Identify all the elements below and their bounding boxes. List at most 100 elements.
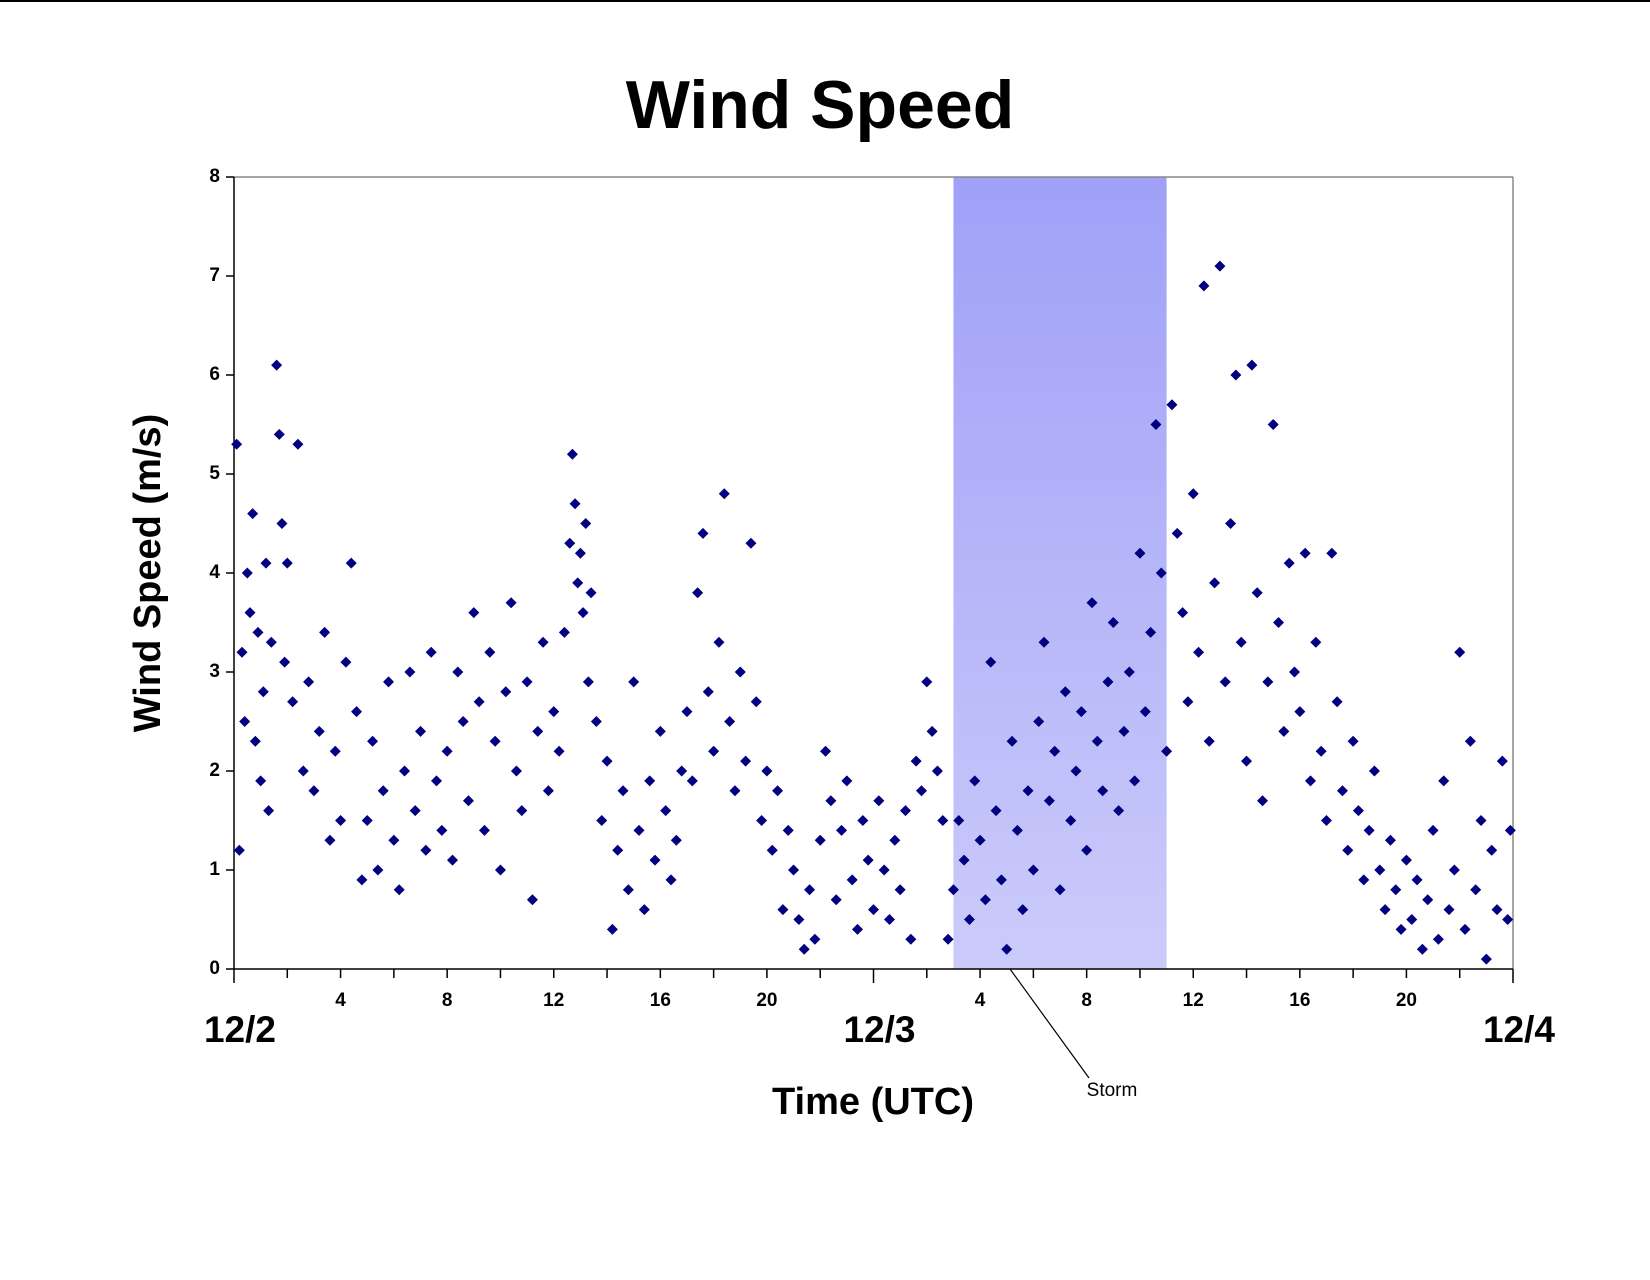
point xyxy=(766,844,778,856)
point xyxy=(1011,824,1023,836)
point xyxy=(1406,914,1418,925)
point xyxy=(820,745,832,757)
point xyxy=(1278,725,1290,737)
point xyxy=(351,706,363,718)
point xyxy=(782,824,794,836)
point xyxy=(1262,676,1274,688)
point xyxy=(1336,785,1348,797)
point xyxy=(1432,933,1444,945)
x-tick-label: 4 xyxy=(975,990,986,1011)
point xyxy=(1257,795,1269,807)
point xyxy=(436,824,448,836)
point xyxy=(542,785,554,797)
point xyxy=(633,824,645,836)
point xyxy=(628,676,640,688)
x-tick-label: 16 xyxy=(650,990,671,1011)
y-tick-label: 2 xyxy=(209,760,220,781)
x-tick-label: 20 xyxy=(1396,990,1417,1011)
point xyxy=(566,448,578,460)
annotation-leader xyxy=(1009,968,1090,1079)
point xyxy=(452,666,464,678)
point xyxy=(809,933,821,945)
point xyxy=(548,706,560,718)
point xyxy=(425,646,437,658)
point xyxy=(745,537,757,549)
point xyxy=(665,874,677,886)
point xyxy=(692,587,704,599)
point xyxy=(676,765,688,777)
y-tick-label: 5 xyxy=(209,463,220,484)
point xyxy=(1475,815,1487,826)
point xyxy=(393,884,405,896)
point xyxy=(1230,369,1242,381)
point xyxy=(345,557,357,569)
point xyxy=(1502,914,1514,925)
point xyxy=(473,696,485,708)
y-tick-label: 0 xyxy=(209,958,220,979)
point xyxy=(995,874,1007,886)
point xyxy=(1422,894,1434,906)
point xyxy=(1006,735,1018,747)
point xyxy=(340,656,352,668)
point xyxy=(1054,884,1066,896)
point xyxy=(335,815,347,826)
point xyxy=(574,547,586,559)
point xyxy=(953,815,965,826)
point xyxy=(367,735,379,747)
point xyxy=(937,815,949,826)
point xyxy=(388,834,400,846)
point xyxy=(1097,785,1109,797)
point xyxy=(377,785,389,797)
point xyxy=(1283,557,1295,569)
point xyxy=(569,498,581,510)
point xyxy=(252,626,264,638)
point xyxy=(279,656,291,668)
y-tick-label: 8 xyxy=(209,166,220,187)
point xyxy=(761,765,773,777)
y-tick-label: 3 xyxy=(209,661,220,682)
point xyxy=(1219,676,1231,688)
point xyxy=(324,834,336,846)
point xyxy=(1225,518,1237,529)
point xyxy=(260,557,272,569)
point xyxy=(420,844,432,856)
point xyxy=(596,815,608,826)
point xyxy=(500,686,512,698)
point xyxy=(1139,706,1151,718)
point xyxy=(537,636,549,648)
point xyxy=(478,824,490,836)
point xyxy=(841,775,853,787)
point xyxy=(660,805,672,817)
chart-title: Wind Speed xyxy=(626,67,1015,143)
x-tick-label: 16 xyxy=(1289,990,1310,1011)
point xyxy=(1059,686,1071,698)
y-tick-label: 6 xyxy=(209,364,220,385)
y-tick-label: 1 xyxy=(209,859,220,880)
point xyxy=(361,815,373,826)
point xyxy=(1086,597,1098,609)
point xyxy=(553,745,565,757)
point xyxy=(1352,805,1364,817)
point xyxy=(873,795,885,807)
x-date-label: 12/3 xyxy=(843,1009,915,1050)
point xyxy=(638,904,650,916)
point xyxy=(1400,854,1412,866)
point xyxy=(505,597,517,609)
point xyxy=(441,745,453,757)
point xyxy=(521,676,533,688)
point xyxy=(1070,765,1082,777)
point xyxy=(702,686,714,698)
point xyxy=(1315,745,1327,757)
point xyxy=(233,844,245,856)
point xyxy=(622,884,634,896)
point xyxy=(1326,547,1338,559)
point xyxy=(1038,636,1050,648)
point xyxy=(281,557,293,569)
point xyxy=(985,656,997,668)
point xyxy=(756,815,768,826)
point xyxy=(1504,824,1516,836)
point xyxy=(942,933,954,945)
point xyxy=(580,518,592,529)
point xyxy=(462,795,474,807)
